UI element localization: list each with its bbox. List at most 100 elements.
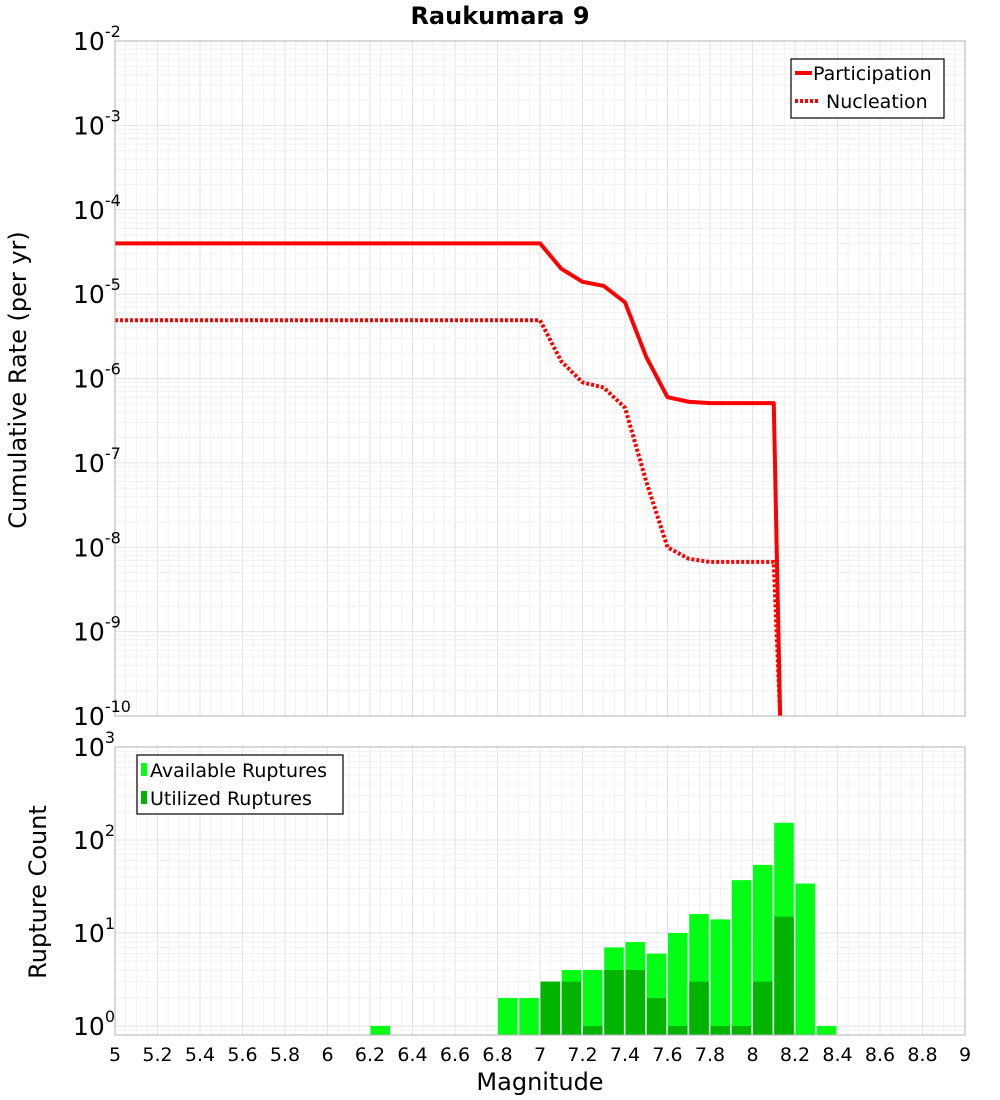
top-y-tick-label: 10-5 bbox=[73, 275, 121, 309]
bottom-y-tick-exponent: 2 bbox=[105, 821, 115, 840]
x-tick-label: 7 bbox=[534, 1044, 546, 1066]
top-y-tick-label: 10-4 bbox=[73, 191, 121, 225]
x-tick-label: 8.8 bbox=[907, 1044, 937, 1066]
x-tick-label: 6.4 bbox=[397, 1044, 427, 1066]
bottom-y-tick-base: 10 bbox=[73, 919, 105, 948]
top-y-tick-label: 10-8 bbox=[73, 528, 121, 562]
legend-available-swatch bbox=[141, 763, 147, 776]
top-y-tick-exponent: -4 bbox=[105, 191, 121, 210]
x-tick-label: 8.6 bbox=[865, 1044, 895, 1066]
bar-available bbox=[816, 1025, 837, 1035]
top-y-tick-exponent: -7 bbox=[105, 444, 121, 463]
bottom-y-tick-label: 103 bbox=[73, 728, 115, 762]
bar-available bbox=[583, 969, 603, 1035]
bar-utilized bbox=[710, 1025, 731, 1035]
top-y-tick-label: 10-10 bbox=[73, 697, 131, 731]
top-y-axis-label: Cumulative Rate (per yr) bbox=[4, 231, 32, 529]
bottom-y-tick-base: 10 bbox=[73, 733, 105, 762]
bottom-y-tick-exponent: 1 bbox=[105, 914, 115, 933]
x-tick-label: 5 bbox=[109, 1044, 121, 1066]
bottom-y-tick-label: 101 bbox=[73, 914, 115, 948]
top-y-tick-exponent: -5 bbox=[105, 275, 121, 294]
bottom-y-tick-label: 102 bbox=[73, 821, 115, 855]
top-y-tick-base: 10 bbox=[73, 618, 105, 647]
bottom-plot-grid bbox=[114, 747, 966, 1036]
legend-nucleation-label: Nucleation bbox=[826, 91, 928, 113]
top-plot-grid bbox=[114, 41, 966, 717]
x-ticks: 5 5.2 5.4 5.6 5.8 6 6.2 6.4 6.6 6.8 7 7.2 7.4 7.6 7.8 8… bbox=[109, 1044, 971, 1066]
x-tick-label: 6.6 bbox=[440, 1044, 470, 1066]
top-plot-frame bbox=[114, 40, 966, 717]
x-axis-label: Magnitude bbox=[476, 1068, 603, 1096]
x-tick-label: 8 bbox=[746, 1044, 758, 1066]
bar-available bbox=[668, 932, 688, 1035]
top-y-tick-exponent: -10 bbox=[105, 697, 131, 716]
bottom-legend-box bbox=[136, 754, 344, 815]
bottom-y-tick-exponent: 0 bbox=[105, 1007, 115, 1026]
bottom-y-axis-label: Rupture Count bbox=[24, 805, 52, 979]
bar-utilized bbox=[583, 1025, 603, 1035]
top-y-tick-base: 10 bbox=[73, 27, 105, 56]
top-y-tick-exponent: -3 bbox=[105, 106, 121, 125]
top-y-tick-base: 10 bbox=[73, 365, 105, 394]
top-y-tick-exponent: -8 bbox=[105, 528, 121, 547]
top-y-tick-exponent: -6 bbox=[105, 360, 121, 379]
x-tick-label: 8.4 bbox=[822, 1044, 852, 1066]
bar-available bbox=[795, 883, 816, 1035]
bar-available bbox=[519, 997, 539, 1035]
top-y-tick-exponent: -9 bbox=[105, 613, 121, 632]
x-tick-label: 8.2 bbox=[780, 1044, 810, 1066]
top-y-tick-exponent: -2 bbox=[105, 22, 121, 41]
top-y-tick-base: 10 bbox=[73, 449, 105, 478]
x-tick-label: 7.4 bbox=[610, 1044, 640, 1066]
participation-line bbox=[115, 241, 783, 717]
x-tick-label: 7.8 bbox=[695, 1044, 725, 1066]
legend-utilized-swatch bbox=[141, 791, 147, 804]
top-y-tick-label: 10-7 bbox=[73, 444, 121, 478]
bar-utilized bbox=[604, 969, 624, 1035]
x-tick-label: 5.2 bbox=[142, 1044, 172, 1066]
bottom-legend: Available Ruptures Utilized Ruptures bbox=[136, 754, 344, 815]
legend-available-label: Available Ruptures bbox=[150, 760, 327, 782]
top-y-tick-label: 10-3 bbox=[73, 106, 121, 140]
x-tick-label: 5.8 bbox=[270, 1044, 300, 1066]
top-y-tick-base: 10 bbox=[73, 280, 105, 309]
bar-utilized bbox=[668, 1025, 688, 1035]
bar-available bbox=[710, 919, 731, 1035]
x-tick-label: 6.2 bbox=[355, 1044, 385, 1066]
x-tick-label: 6 bbox=[321, 1044, 333, 1066]
bar-available bbox=[498, 997, 518, 1035]
bottom-plot-frame bbox=[114, 746, 966, 1036]
x-tick-label: 5.6 bbox=[227, 1044, 257, 1066]
x-tick-label: 7.6 bbox=[652, 1044, 682, 1066]
bar-available bbox=[370, 1025, 391, 1035]
top-legend-box bbox=[790, 58, 945, 119]
top-y-tick-label: 10-9 bbox=[73, 613, 121, 647]
top-y-tick-label: 10-2 bbox=[73, 22, 121, 56]
top-y-tick-base: 10 bbox=[73, 533, 105, 562]
top-plot-lines bbox=[115, 241, 783, 717]
x-tick-label: 9 bbox=[959, 1044, 971, 1066]
top-y-tick-base: 10 bbox=[73, 196, 105, 225]
bar-utilized bbox=[561, 981, 582, 1035]
chart-title: Raukumara 9 bbox=[410, 2, 589, 30]
top-y-tick-base: 10 bbox=[73, 111, 105, 140]
bar-available bbox=[731, 880, 752, 1035]
legend-participation-label: Participation bbox=[813, 63, 932, 85]
bar-utilized bbox=[625, 969, 646, 1035]
bottom-y-tick-base: 10 bbox=[73, 1012, 105, 1041]
nucleation-line bbox=[115, 318, 783, 717]
bottom-y-tick-label: 100 bbox=[73, 1007, 115, 1041]
bar-utilized bbox=[689, 981, 709, 1035]
x-tick-label: 5.4 bbox=[185, 1044, 215, 1066]
bar-utilized bbox=[774, 916, 794, 1035]
bar-utilized bbox=[731, 1025, 752, 1035]
top-legend: Participation Nucleation bbox=[790, 58, 945, 119]
bottom-y-tick-base: 10 bbox=[73, 826, 105, 855]
x-tick-label: 7.2 bbox=[567, 1044, 597, 1066]
top-y-tick-label: 10-6 bbox=[73, 360, 121, 394]
bar-utilized bbox=[646, 997, 667, 1035]
